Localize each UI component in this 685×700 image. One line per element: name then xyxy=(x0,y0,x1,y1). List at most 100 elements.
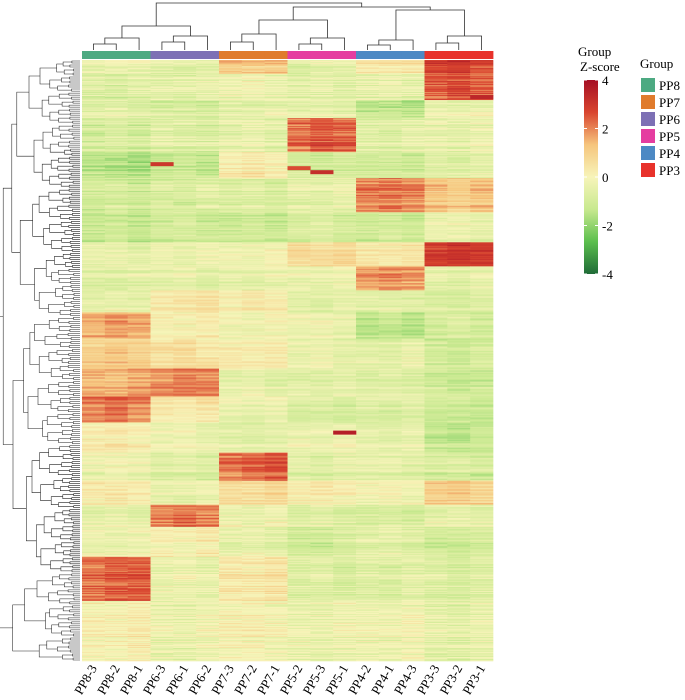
heatmap-cell xyxy=(356,113,380,115)
heatmap-cell xyxy=(378,308,402,310)
heatmap-cell xyxy=(241,252,265,254)
heatmap-cell xyxy=(82,192,106,194)
heatmap-cell xyxy=(401,74,425,76)
heatmap-cell xyxy=(150,272,174,274)
heatmap-cell xyxy=(196,132,220,134)
heatmap-cell xyxy=(104,280,128,282)
heatmap-cell xyxy=(173,161,197,163)
heatmap-cell xyxy=(470,106,494,108)
heatmap-cell xyxy=(470,65,494,67)
heatmap-cell xyxy=(424,328,448,330)
heatmap-cell xyxy=(287,234,311,236)
heatmap-cell xyxy=(219,299,243,301)
heatmap-cell xyxy=(287,153,311,155)
heatmap-cell xyxy=(104,124,128,126)
heatmap-cell xyxy=(82,286,106,288)
heatmap-cell xyxy=(82,171,106,173)
heatmap-cell xyxy=(424,134,448,136)
heatmap-cell xyxy=(241,129,265,131)
heatmap-cell xyxy=(104,318,128,320)
heatmap-cell xyxy=(82,216,106,218)
heatmap-cell xyxy=(196,100,220,102)
heatmap-cell xyxy=(287,152,311,154)
heatmap-cell xyxy=(333,298,357,300)
heatmap-cell xyxy=(219,214,243,216)
heatmap-cell xyxy=(82,127,106,129)
heatmap-cell xyxy=(356,116,380,118)
heatmap-cell xyxy=(82,156,106,158)
heatmap-cell xyxy=(264,327,288,329)
heatmap-cell xyxy=(104,286,128,288)
heatmap-cell xyxy=(173,83,197,85)
heatmap-cell xyxy=(447,88,471,90)
heatmap-cell xyxy=(401,122,425,124)
heatmap-cell xyxy=(424,74,448,76)
heatmap-cell xyxy=(241,301,265,303)
heatmap-cell xyxy=(378,333,402,335)
heatmap-cell xyxy=(401,259,425,261)
heatmap-cell xyxy=(470,184,494,186)
heatmap-cell xyxy=(196,216,220,218)
heatmap-cell xyxy=(378,250,402,252)
heatmap-cell xyxy=(401,107,425,109)
heatmap-cell xyxy=(150,275,174,277)
heatmap-cell xyxy=(470,109,494,111)
heatmap-cell xyxy=(287,223,311,225)
heatmap-cell xyxy=(447,124,471,126)
heatmap-cell xyxy=(173,179,197,181)
heatmap-cell xyxy=(333,229,357,231)
heatmap-cell xyxy=(333,148,357,150)
heatmap-cell xyxy=(219,165,243,167)
heatmap-cell xyxy=(287,226,311,228)
heatmap-cell xyxy=(196,60,220,62)
heatmap-cell xyxy=(424,289,448,291)
heatmap-cell xyxy=(264,277,288,279)
heatmap-cell xyxy=(310,330,334,332)
heatmap-cell xyxy=(356,132,380,134)
heatmap-cell xyxy=(82,208,106,210)
heatmap-cell xyxy=(310,221,334,223)
heatmap-cell xyxy=(287,102,311,104)
heatmap-cell xyxy=(356,83,380,85)
heatmap-cell xyxy=(287,258,311,260)
heatmap-cell xyxy=(447,292,471,294)
heatmap-cell xyxy=(264,241,288,243)
heatmap-cell xyxy=(173,215,197,217)
heatmap-cell xyxy=(287,165,311,167)
heatmap-cell xyxy=(219,325,243,327)
heatmap-cell xyxy=(401,144,425,146)
heatmap-cell xyxy=(241,246,265,248)
heatmap-cell xyxy=(356,208,380,210)
heatmap-cell xyxy=(447,119,471,121)
heatmap-cell xyxy=(356,79,380,81)
heatmap-cell xyxy=(470,173,494,175)
heatmap-cell xyxy=(310,84,334,86)
heatmap-cell xyxy=(287,72,311,74)
heatmap-cell xyxy=(104,224,128,226)
heatmap-cell xyxy=(219,318,243,320)
heatmap-cell xyxy=(150,86,174,88)
heatmap-cell xyxy=(104,255,128,257)
heatmap-cell xyxy=(310,165,334,167)
heatmap-cell xyxy=(104,100,128,102)
heatmap-cell xyxy=(264,228,288,230)
heatmap-cell xyxy=(173,316,197,318)
heatmap-cell xyxy=(104,152,128,154)
heatmap-cell xyxy=(104,210,128,212)
heatmap-cell xyxy=(356,239,380,241)
heatmap-cell xyxy=(378,67,402,69)
heatmap-cell xyxy=(127,107,151,109)
heatmap-cell xyxy=(356,92,380,94)
heatmap-cell xyxy=(287,116,311,118)
heatmap-cell xyxy=(241,107,265,109)
heatmap-cell xyxy=(424,196,448,198)
heatmap-cell xyxy=(424,273,448,275)
heatmap-cell xyxy=(401,124,425,126)
heatmap-cell xyxy=(104,333,128,335)
heatmap-cell xyxy=(173,325,197,327)
heatmap-cell xyxy=(241,106,265,108)
heatmap-cell xyxy=(356,267,380,269)
heatmap-cell xyxy=(424,83,448,85)
heatmap-cell xyxy=(310,261,334,263)
heatmap-cell xyxy=(310,217,334,219)
